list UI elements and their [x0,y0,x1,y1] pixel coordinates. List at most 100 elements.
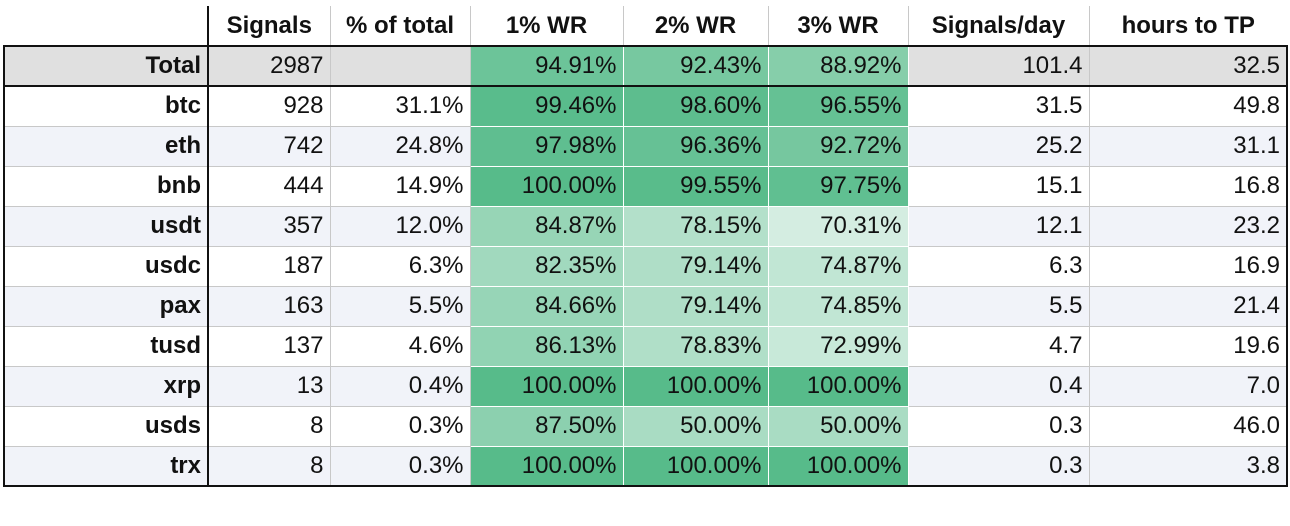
total-row: Total 2987 94.91% 92.43% 88.92% 101.4 32.5 [3,45,1288,87]
winrate-cell: 84.87% [469,205,624,247]
winrate-cell: 96.55% [767,85,909,127]
table-cell: 0.3% [329,445,471,487]
row-label: pax [3,285,209,327]
winrate-cell: 50.00% [767,405,909,447]
winrate-cell: 99.46% [469,85,624,127]
table-cell: 7.0 [1088,365,1288,407]
winrate-cell: 79.14% [622,285,769,327]
winrate-cell: 100.00% [622,445,769,487]
table-cell: 2987 [207,45,331,87]
table-cell: 8 [207,405,331,447]
table-row: btc 928 31.1% 99.46% 98.60% 96.55% 31.5 49.8 [3,85,1288,127]
winrate-cell: 86.13% [469,325,624,367]
table-cell: 5.5% [329,285,471,327]
winrate-cell: 92.43% [622,45,769,87]
table-cell: 8 [207,445,331,487]
winrate-cell: 100.00% [469,445,624,487]
corner-cell [4,6,209,46]
column-header: 2% WR [622,6,769,47]
table-cell: 12.1 [907,205,1090,247]
table-row: tusd 137 4.6% 86.13% 78.83% 72.99% 4.7 19.6 [3,325,1288,367]
column-header: hours to TP [1088,6,1287,47]
table-cell: 187 [207,245,331,287]
table-cell: 13 [207,365,331,407]
column-header: 1% WR [469,6,624,47]
table-cell: 742 [207,125,331,167]
column-header: % of total [329,6,471,47]
winrate-cell: 94.91% [469,45,624,87]
winrate-cell: 100.00% [469,165,624,207]
table-cell: 21.4 [1088,285,1288,327]
table-cell: 0.3% [329,405,471,447]
table-cell: 24.8% [329,125,471,167]
row-label: usdt [3,205,209,247]
row-label: btc [3,85,209,127]
table-cell: 3.8 [1088,445,1288,487]
table-cell: 928 [207,85,331,127]
winrate-cell: 82.35% [469,245,624,287]
table-cell: 444 [207,165,331,207]
table-cell: 12.0% [329,205,471,247]
winrate-cell: 100.00% [622,365,769,407]
table-cell: 0.4 [907,365,1090,407]
table-cell: 46.0 [1088,405,1288,447]
table-row: eth 742 24.8% 97.98% 96.36% 92.72% 25.2 31.1 [3,125,1288,167]
table-cell: 357 [207,205,331,247]
column-header: 3% WR [767,6,909,47]
row-label: Total [3,45,209,87]
winrate-cell: 100.00% [469,365,624,407]
winrate-cell: 92.72% [767,125,909,167]
winrate-cell: 98.60% [622,85,769,127]
table-row: bnb 444 14.9% 100.00% 99.55% 97.75% 15.1 16.8 [3,165,1288,207]
winrate-cell: 74.85% [767,285,909,327]
column-header: Signals/day [907,6,1090,47]
table-cell: 23.2 [1088,205,1288,247]
table-cell: 15.1 [907,165,1090,207]
table-cell: 19.6 [1088,325,1288,367]
winrate-cell: 88.92% [767,45,909,87]
table-cell: 137 [207,325,331,367]
table-cell: 163 [207,285,331,327]
table-cell: 0.3 [907,405,1090,447]
table-cell: 5.5 [907,285,1090,327]
row-label: usdc [3,245,209,287]
table-cell: 4.6% [329,325,471,367]
table-cell: 14.9% [329,165,471,207]
table-cell: 6.3% [329,245,471,287]
row-label: tusd [3,325,209,367]
table-row: trx 8 0.3% 100.00% 100.00% 100.00% 0.3 3.8 [3,445,1288,487]
table-cell: 31.1% [329,85,471,127]
winrate-cell: 87.50% [469,405,624,447]
winrate-cell: 97.75% [767,165,909,207]
table-cell: 0.3 [907,445,1090,487]
winrate-cell: 100.00% [767,445,909,487]
winrate-cell: 72.99% [767,325,909,367]
row-label: bnb [3,165,209,207]
table-cell: 4.7 [907,325,1090,367]
winrate-cell: 84.66% [469,285,624,327]
table-cell: 0.4% [329,365,471,407]
table-row: usdt 357 12.0% 84.87% 78.15% 70.31% 12.1 23.2 [3,205,1288,247]
table-row: usds 8 0.3% 87.50% 50.00% 50.00% 0.3 46.0 [3,405,1288,447]
table-cell: 31.1 [1088,125,1288,167]
winrate-cell: 74.87% [767,245,909,287]
winrate-cell: 96.36% [622,125,769,167]
table-row: pax 163 5.5% 84.66% 79.14% 74.85% 5.5 21.4 [3,285,1288,327]
winrate-cell: 97.98% [469,125,624,167]
winrate-cell: 70.31% [767,205,909,247]
winrate-cell: 99.55% [622,165,769,207]
table-row: usdc 187 6.3% 82.35% 79.14% 74.87% 6.3 16.9 [3,245,1288,287]
table-cell: 101.4 [907,45,1090,87]
table-cell: 16.9 [1088,245,1288,287]
row-label: eth [3,125,209,167]
table-cell: 32.5 [1088,45,1288,87]
header-row: Signals % of total 1% WR 2% WR 3% WR Sig… [4,6,1287,47]
column-header: Signals [207,6,331,47]
row-label: trx [3,445,209,487]
table-cell: 25.2 [907,125,1090,167]
row-label: usds [3,405,209,447]
table-cell: 16.8 [1088,165,1288,207]
table-row: xrp 13 0.4% 100.00% 100.00% 100.00% 0.4 7.0 [3,365,1288,407]
table-cell: 31.5 [907,85,1090,127]
row-label: xrp [3,365,209,407]
